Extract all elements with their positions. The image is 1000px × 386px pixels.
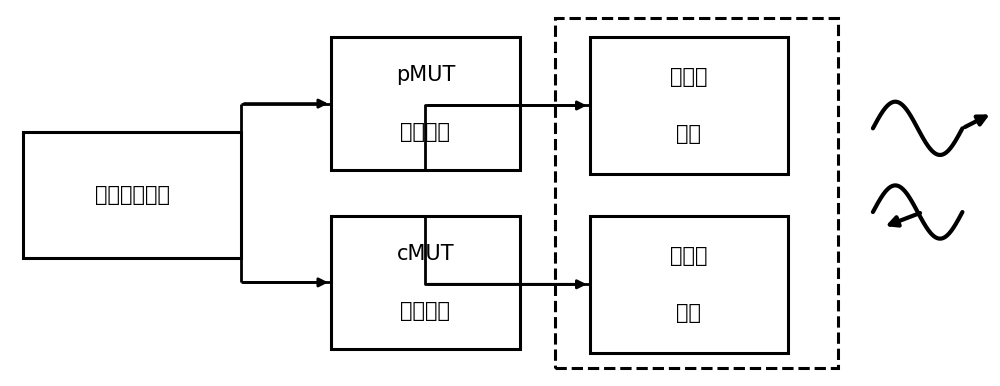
Bar [590,216,788,353]
Bar [331,37,520,170]
Text: 工作方式: 工作方式 [400,122,450,142]
Text: cMUT: cMUT [397,244,454,264]
Text: 发射: 发射 [676,124,701,144]
Bar [590,37,788,174]
Text: 机电控制电路: 机电控制电路 [95,185,170,205]
Bar [23,132,241,258]
Text: 超声波: 超声波 [670,246,708,266]
Text: 工作方式: 工作方式 [400,301,450,321]
Text: pMUT: pMUT [396,65,455,85]
Bar [555,18,838,368]
Bar [331,216,520,349]
Text: 超声波: 超声波 [670,67,708,87]
Text: 接收: 接收 [676,303,701,323]
